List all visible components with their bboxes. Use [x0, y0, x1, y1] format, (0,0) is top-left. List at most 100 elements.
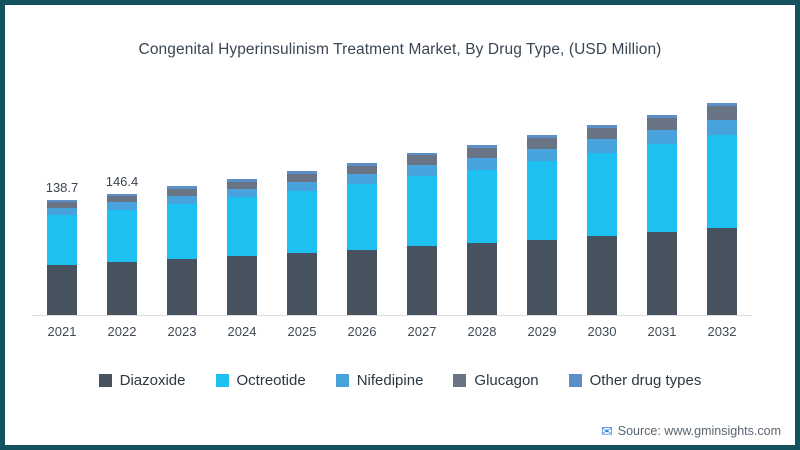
segment-octreotide-2022: [107, 209, 137, 263]
segment-octreotide-2032: [707, 135, 737, 228]
segment-octreotide-2027: [407, 175, 437, 247]
plot-area: 138.7 146.4: [32, 101, 752, 316]
x-axis-label-2025: 2025: [287, 324, 317, 339]
segment-glucagon-2031: [647, 117, 677, 130]
legend-label: Diazoxide: [119, 372, 186, 389]
x-axis-label-2031: 2031: [647, 324, 677, 339]
segment-octreotide-2024: [227, 197, 257, 257]
x-axis-labels: 2021 2022 2023 2024 2025 2026 2027 2028 2029 2030…: [32, 324, 752, 339]
legend-swatch-nifedipine: [335, 374, 349, 387]
legend-label: Octreotide: [236, 372, 306, 389]
segment-glucagon-2025: [287, 173, 317, 182]
bar-column-2029: [512, 135, 572, 315]
segment-glucagon-2032: [707, 105, 737, 120]
bar-column-2021: 138.7: [32, 180, 92, 315]
segment-nifedipine-2021: [47, 208, 77, 215]
legend-label: Nifedipine: [356, 372, 424, 389]
envelope-icon: ✉: [601, 423, 613, 439]
bar-2021: [47, 199, 77, 315]
bar-total-label-2021: 138.7: [45, 179, 79, 195]
segment-nifedipine-2030: [587, 139, 617, 153]
segment-glucagon-2027: [407, 155, 437, 166]
bar-2026: [347, 163, 377, 315]
segment-glucagon-2029: [527, 138, 557, 149]
segment-glucagon-2026: [347, 165, 377, 175]
bar-column-2027: [392, 152, 452, 315]
segment-other-drug-types-2030: [587, 124, 617, 128]
segment-octreotide-2023: [167, 203, 197, 260]
segment-diazoxide-2030: [587, 235, 617, 315]
bar-2023: [167, 186, 197, 315]
segment-nifedipine-2031: [647, 130, 677, 145]
segment-diazoxide-2028: [467, 243, 497, 315]
x-axis-label-2026: 2026: [347, 324, 377, 339]
segment-octreotide-2026: [347, 184, 377, 250]
bar-column-2024: [212, 178, 272, 315]
segment-diazoxide-2022: [107, 262, 137, 315]
segment-other-drug-types-2032: [707, 103, 737, 106]
bar-total-label-2022: 146.4: [105, 173, 139, 189]
segment-glucagon-2024: [227, 181, 257, 189]
segment-glucagon-2021: [47, 202, 77, 209]
bar-column-2026: [332, 163, 392, 315]
x-axis-label-2021: 2021: [47, 324, 77, 339]
bar-column-2022: 146.4: [92, 174, 152, 315]
segment-octreotide-2031: [647, 144, 677, 232]
segment-other-drug-types-2022: [107, 193, 137, 196]
legend-swatch-other-drug-types: [568, 374, 582, 387]
bar-2025: [287, 171, 317, 315]
segment-nifedipine-2025: [287, 181, 317, 191]
legend-swatch-octreotide: [215, 374, 229, 387]
segment-diazoxide-2024: [227, 256, 257, 315]
segment-octreotide-2025: [287, 191, 317, 254]
segment-nifedipine-2027: [407, 165, 437, 176]
segment-diazoxide-2031: [647, 231, 677, 315]
segment-diazoxide-2021: [47, 264, 77, 315]
segment-octreotide-2030: [587, 152, 617, 236]
legend-item-other-drug-types: Other drug types: [568, 372, 701, 389]
segment-other-drug-types-2023: [167, 186, 197, 189]
x-axis-label-2024: 2024: [227, 324, 257, 339]
segment-glucagon-2028: [467, 147, 497, 158]
legend-item-octreotide: Octreotide: [215, 372, 306, 389]
bar-column-2032: [692, 103, 752, 315]
x-axis-label-2032: 2032: [707, 324, 737, 339]
bar-2022: [107, 193, 137, 315]
bar-2024: [227, 178, 257, 315]
bar-2031: [647, 114, 677, 315]
x-axis-label-2027: 2027: [407, 324, 437, 339]
segment-other-drug-types-2027: [407, 152, 437, 156]
segment-diazoxide-2023: [167, 259, 197, 315]
segment-octreotide-2029: [527, 161, 557, 240]
legend-swatch-diazoxide: [98, 374, 112, 387]
segment-glucagon-2023: [167, 188, 197, 196]
bar-2030: [587, 124, 617, 315]
segment-other-drug-types-2026: [347, 163, 377, 166]
segment-diazoxide-2025: [287, 253, 317, 315]
segment-diazoxide-2029: [527, 239, 557, 315]
segment-nifedipine-2028: [467, 157, 497, 170]
bar-2029: [527, 135, 557, 315]
x-axis-label-2028: 2028: [467, 324, 497, 339]
bar-2027: [407, 152, 437, 315]
segment-other-drug-types-2028: [467, 145, 497, 148]
bar-2028: [467, 145, 497, 315]
x-axis-label-2023: 2023: [167, 324, 197, 339]
legend-item-diazoxide: Diazoxide: [98, 372, 186, 389]
bar-column-2031: [632, 114, 692, 315]
segment-other-drug-types-2031: [647, 114, 677, 118]
segment-octreotide-2028: [467, 169, 497, 244]
segment-diazoxide-2032: [707, 227, 737, 315]
bar-column-2030: [572, 124, 632, 315]
segment-other-drug-types-2029: [527, 135, 557, 139]
legend-swatch-glucagon: [453, 374, 467, 387]
legend: Diazoxide Octreotide Nifedipine Glucagon Oth…: [5, 372, 795, 389]
segment-other-drug-types-2024: [227, 178, 257, 182]
bar-column-2028: [452, 145, 512, 315]
x-axis-label-2022: 2022: [107, 324, 137, 339]
segment-octreotide-2021: [47, 214, 77, 265]
legend-item-nifedipine: Nifedipine: [335, 372, 424, 389]
legend-item-glucagon: Glucagon: [453, 372, 539, 389]
segment-diazoxide-2027: [407, 246, 437, 315]
